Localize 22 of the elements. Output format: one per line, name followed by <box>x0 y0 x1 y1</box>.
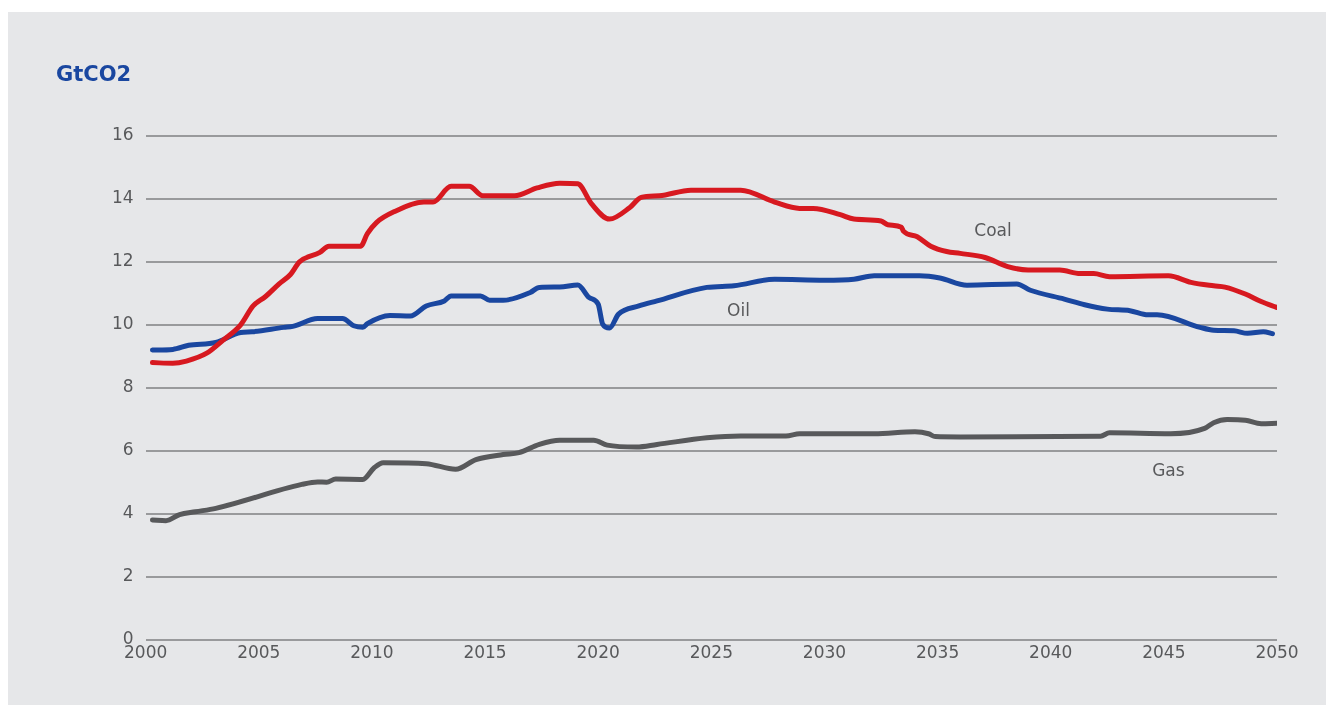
series-label: Coal <box>974 219 1012 240</box>
x-tick-label: 2010 <box>350 642 394 663</box>
y-tick-label: 10 <box>111 313 134 334</box>
x-tick-label: 2035 <box>915 642 960 663</box>
x-tick-label: 2045 <box>1142 642 1186 663</box>
series-label: Gas <box>1152 459 1185 480</box>
y-tick-label: 14 <box>111 187 134 208</box>
y-tick-label: 6 <box>122 439 134 460</box>
chart-title: GtCO2 <box>56 62 132 86</box>
y-tick-label: 16 <box>111 124 134 145</box>
x-tick-label: 2050 <box>1255 642 1299 663</box>
x-tick-label: 2020 <box>576 642 620 663</box>
x-tick-label: 2030 <box>802 642 847 663</box>
y-tick-label: 8 <box>122 376 134 397</box>
y-tick-label: 4 <box>122 502 134 523</box>
series-label: Oil <box>727 299 750 320</box>
y-tick-label: 12 <box>111 250 134 271</box>
x-tick-label: 2040 <box>1029 642 1073 663</box>
y-tick-label: 2 <box>122 565 134 586</box>
x-tick-label: 2015 <box>463 642 507 663</box>
x-tick-label: 2005 <box>237 642 281 663</box>
x-tick-label: 2025 <box>689 642 733 663</box>
